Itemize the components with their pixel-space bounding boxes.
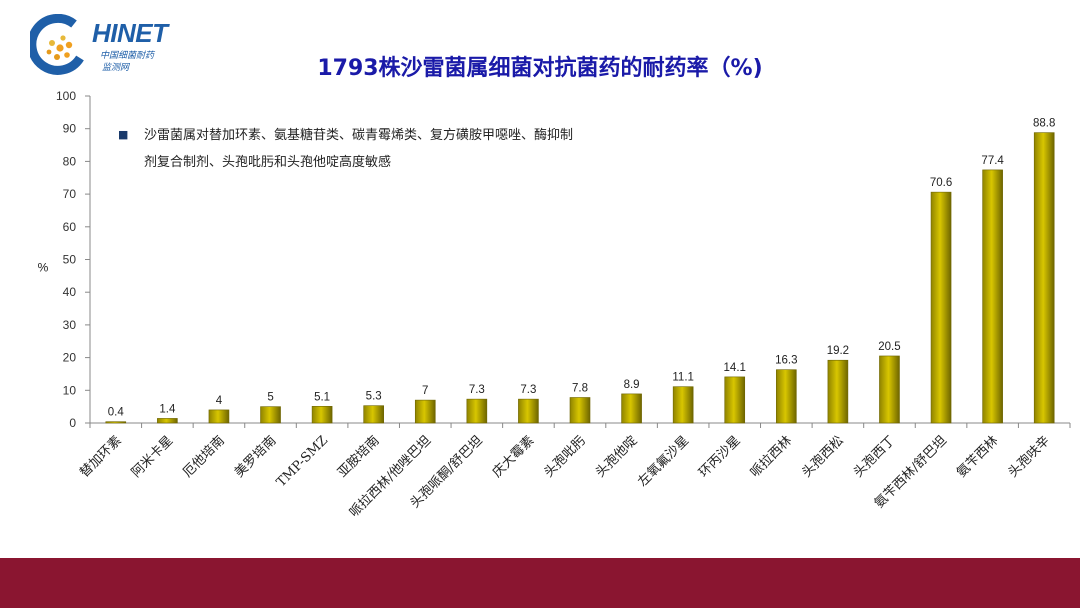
logo-subtitle: 中国细菌耐药: [100, 51, 155, 61]
data-label: 5: [267, 392, 273, 404]
data-label: 1.4: [159, 403, 176, 415]
x-tick-label: 头孢西松: [799, 433, 846, 480]
bar: [105, 421, 127, 424]
bar: [982, 169, 1003, 424]
bar: [466, 398, 488, 424]
bar: [311, 406, 333, 424]
y-tick-label: 40: [63, 285, 77, 299]
x-tick-label: 环丙沙星: [696, 433, 743, 480]
annotation-bullet: ■: [118, 128, 128, 141]
data-label: 7: [422, 385, 428, 397]
globe-logo-icon: [30, 14, 84, 75]
bar: [621, 393, 642, 424]
bar: [776, 369, 797, 424]
y-tick-label: 20: [63, 351, 77, 365]
bar: [827, 359, 849, 424]
data-label: 8.9: [624, 379, 640, 391]
y-tick-label: 30: [63, 318, 77, 332]
x-tick-label: 庆大霉素: [490, 433, 537, 480]
y-axis-label: %: [38, 261, 49, 275]
bar: [260, 406, 281, 424]
bar: [414, 399, 436, 424]
x-tick-label: TMP-SMZ: [274, 433, 331, 490]
data-label: 5.1: [314, 391, 330, 403]
data-label: 20.5: [878, 341, 900, 353]
bar: [569, 397, 591, 424]
data-label: 88.8: [1033, 118, 1055, 130]
x-tick-label: 头孢西丁: [851, 433, 898, 480]
x-tick-label: 哌拉西林: [747, 433, 795, 481]
data-label: 5.3: [366, 391, 382, 403]
y-tick-label: 10: [63, 383, 77, 397]
bar: [672, 386, 694, 424]
y-tick-label: 100: [56, 89, 76, 103]
bar: [363, 405, 384, 424]
y-tick-label: 50: [63, 253, 77, 267]
x-tick-label: 阿米卡星: [129, 433, 176, 480]
y-tick-label: 80: [63, 154, 77, 168]
data-label: 14.1: [724, 362, 746, 374]
y-tick-label: 60: [63, 220, 77, 234]
bar: [930, 191, 952, 424]
annotation-line: 剂复合制剂、头孢吡肟和头孢他啶高度敏感: [144, 154, 391, 170]
data-label: 4: [216, 395, 223, 407]
data-label: 11.1: [672, 372, 694, 384]
data-label: 7.3: [469, 384, 485, 396]
data-label: 0.4: [108, 407, 125, 419]
x-tick-label: 头孢他啶: [593, 433, 640, 480]
data-label: 7.8: [572, 382, 588, 394]
bar: [879, 355, 900, 424]
y-tick-label: 90: [63, 122, 77, 136]
y-tick-label: 0: [69, 416, 76, 430]
y-tick-label: 70: [63, 187, 77, 201]
x-tick-label: 左氧氟沙星: [635, 433, 692, 490]
x-tick-label: 替加环素: [77, 433, 124, 480]
x-tick-label: 氨苄西林: [954, 433, 1001, 480]
annotation-line: 沙雷菌属对替加环素、氨基糖苷类、碳青霉烯类、复方磺胺甲噁唑、酶抑制: [144, 127, 573, 143]
data-label: 16.3: [775, 355, 797, 367]
data-label: 19.2: [827, 345, 849, 357]
data-label: 70.6: [930, 177, 952, 189]
data-label: 77.4: [981, 155, 1004, 167]
data-label: 7.3: [520, 384, 536, 396]
chart-title: 1793株沙雷菌属细菌对抗菌药的耐药率（%): [317, 56, 763, 81]
x-tick-label: 亚胺培南: [334, 433, 382, 481]
x-tick-label: 美罗培南: [231, 433, 279, 481]
bar: [157, 418, 178, 424]
logo-name: HINET: [92, 18, 168, 48]
bar-chart: 0 10 20 30 40 50 60 70 80 90 100% 0.4 替加环素 1.4 阿米卡星 4 厄…: [38, 89, 1071, 520]
bar: [208, 409, 230, 424]
hinet-logo: HINET 中国细菌耐药 监测网: [30, 14, 200, 76]
logo-subtitle-2: 监测网: [102, 63, 130, 73]
x-tick-label: 头孢吡肟: [541, 433, 588, 480]
x-tick-label: 厄他培南: [180, 433, 228, 481]
bar: [724, 376, 746, 424]
footer-bar: [0, 558, 1080, 608]
bar: [1033, 132, 1055, 424]
x-tick-label: 头孢呋辛: [1006, 433, 1053, 480]
bar: [518, 398, 539, 424]
